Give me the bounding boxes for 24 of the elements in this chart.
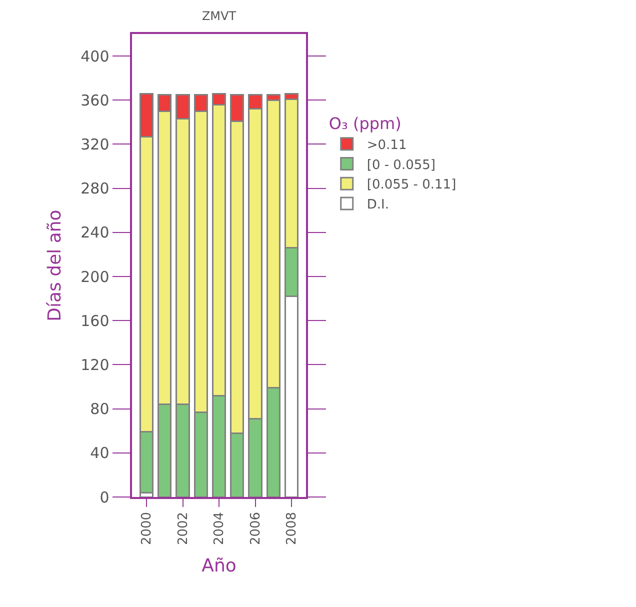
- x-tick-label: 2002: [176, 512, 191, 546]
- y-tick-label: 280: [80, 180, 110, 198]
- x-tick-label: 2000: [140, 512, 155, 546]
- chart-title: ZMVT: [202, 9, 237, 24]
- y-tick-label: 400: [80, 47, 110, 66]
- legend-title: O₃ (ppm): [328, 114, 402, 133]
- legend-label: [0 - 0.055]: [366, 158, 436, 173]
- y-tick-label: 40: [90, 444, 110, 462]
- y-tick-label: 320: [80, 135, 110, 154]
- y-tick-label: 0: [100, 488, 110, 506]
- x-tick-label: 2004: [212, 512, 228, 546]
- x-tick-label: 2006: [248, 512, 264, 546]
- y-tick-label: 240: [80, 224, 110, 242]
- y-tick-label: 200: [80, 268, 110, 286]
- legend-label: >0.11: [366, 138, 407, 153]
- x-axis-title: Año: [202, 556, 236, 577]
- y-tick-label: 120: [80, 356, 110, 374]
- legend-label: [0.055 - 0.11]: [366, 178, 456, 193]
- y-axis-title: Días del año: [44, 210, 66, 322]
- y-tick-label: 360: [80, 91, 110, 110]
- y-tick-label: 160: [80, 312, 110, 330]
- legend-label: D.I.: [366, 198, 389, 213]
- y-tick-label: 80: [90, 400, 110, 418]
- x-tick-label: 2008: [284, 512, 300, 546]
